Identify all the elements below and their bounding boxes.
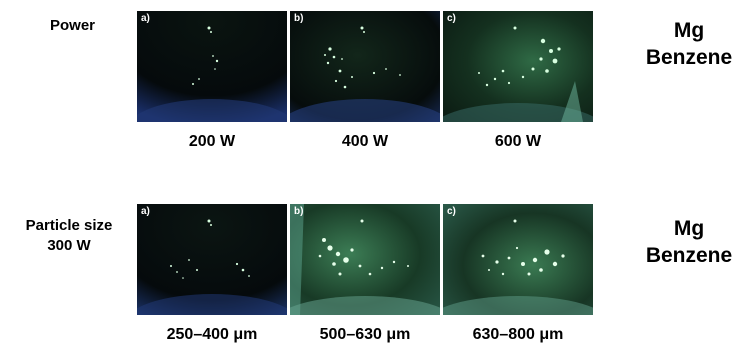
- flask-image: [290, 204, 440, 315]
- flask-image: [137, 204, 287, 315]
- panel-letter: a): [141, 206, 150, 217]
- row-label-line: Particle size: [25, 217, 113, 234]
- photo-panel-row2-b: b): [290, 204, 440, 315]
- row-label-particle-size: Particle size 300 W: [10, 216, 128, 256]
- panel-letter: b): [294, 13, 304, 24]
- row-label-power: Power: [50, 16, 95, 36]
- photo-panel-row1-b: b): [290, 11, 440, 122]
- panel-caption: 250–400 μm: [166, 326, 258, 343]
- panel-caption: 400 W: [341, 133, 389, 150]
- photo-panel-row1-a: a): [137, 11, 287, 122]
- side-title-line: Benzene: [645, 46, 733, 69]
- flask-image: [290, 11, 440, 122]
- side-title-row1: Mg Benzene: [624, 17, 743, 71]
- row-label-line: 300 W: [47, 237, 91, 254]
- panel-caption: 500–630 μm: [319, 326, 411, 343]
- panel-letter: b): [294, 206, 304, 217]
- side-title-line: Mg: [673, 19, 705, 42]
- side-title-row2: Mg Benzene: [624, 215, 743, 269]
- flask-image: [443, 204, 593, 315]
- panel-caption: 600 W: [494, 133, 542, 150]
- flask-image: [137, 11, 287, 122]
- side-title-line: Benzene: [645, 244, 733, 267]
- row-label-line: Power: [50, 17, 96, 34]
- panel-caption: 630–800 μm: [472, 326, 564, 343]
- panel-letter: a): [141, 13, 150, 24]
- photo-panel-row2-c: c): [443, 204, 593, 315]
- flask-image: [443, 11, 593, 122]
- photo-panel-row1-c: c): [443, 11, 593, 122]
- panel-caption: 200 W: [188, 133, 236, 150]
- side-title-line: Mg: [673, 217, 705, 240]
- photo-panel-row2-a: a): [137, 204, 287, 315]
- panel-letter: c): [447, 206, 456, 217]
- panel-letter: c): [447, 13, 456, 24]
